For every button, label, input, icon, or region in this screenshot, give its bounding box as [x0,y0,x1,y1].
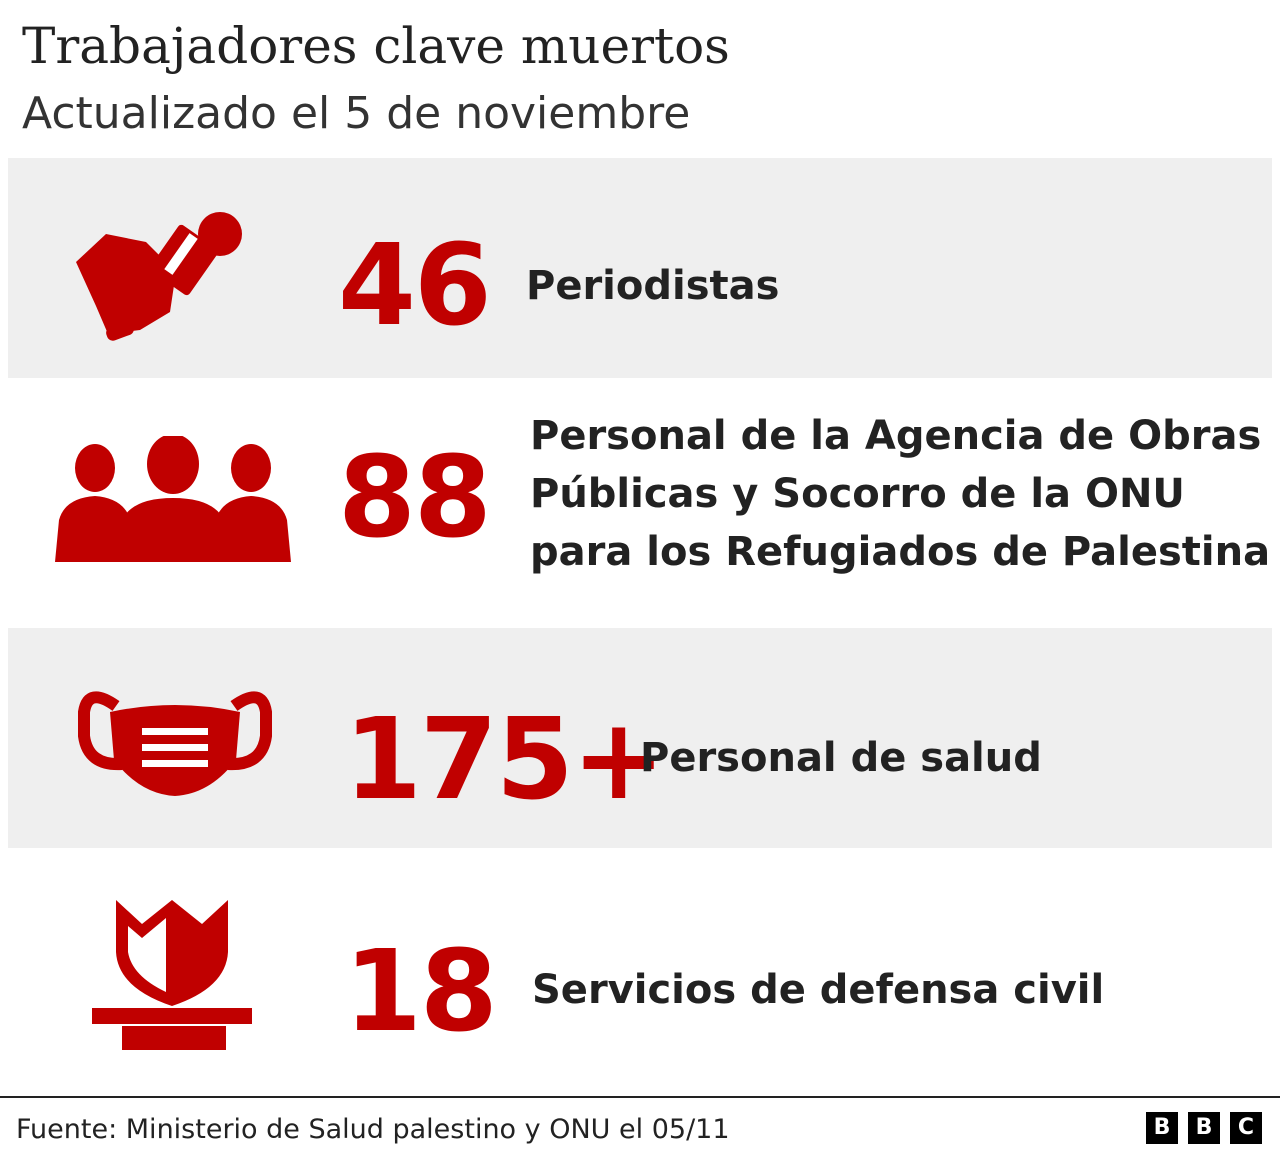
stat-label-unrwa-line-3: para los Refugiados de Palestina [530,529,1271,575]
people-group-icon [55,436,291,562]
shield-icon [92,900,252,1050]
page-subtitle: Actualizado el 5 de noviembre [22,88,691,139]
stat-row-unrwa: 88 Personal de la Agencia de Obras Públi… [8,380,1272,626]
footer-divider [0,1096,1280,1098]
microphone-icon [76,212,242,341]
face-mask-icon [78,691,272,796]
stat-number-civil-defence: 18 [344,927,498,1057]
stat-label-unrwa-line-2: Públicas y Socorro de la ONU [530,471,1185,517]
stat-label-civil-defence: Servicios de defensa civil [532,967,1105,1013]
stat-row-journalists: 46 Periodistas [8,158,1272,378]
stat-row-health: 175+ Personal de salud [8,628,1272,848]
stat-number-journalists: 46 [338,221,492,351]
stat-label-health: Personal de salud [640,735,1042,781]
page-title: Trabajadores clave muertos [22,17,730,75]
bbc-logo-letter-1: B [1146,1112,1178,1144]
bbc-logo-letter-3: C [1230,1112,1262,1144]
source-note: Fuente: Ministerio de Salud palestino y … [16,1114,730,1145]
bbc-logo-letter-2: B [1188,1112,1220,1144]
stat-number-unrwa: 88 [338,433,492,563]
stat-label-journalists: Periodistas [526,263,780,309]
stat-label-unrwa-line-1: Personal de la Agencia de Obras [530,413,1262,459]
stat-row-civil-defence: 18 Servicios de defensa civil [8,850,1272,1092]
stat-number-health: 175+ [344,695,666,825]
